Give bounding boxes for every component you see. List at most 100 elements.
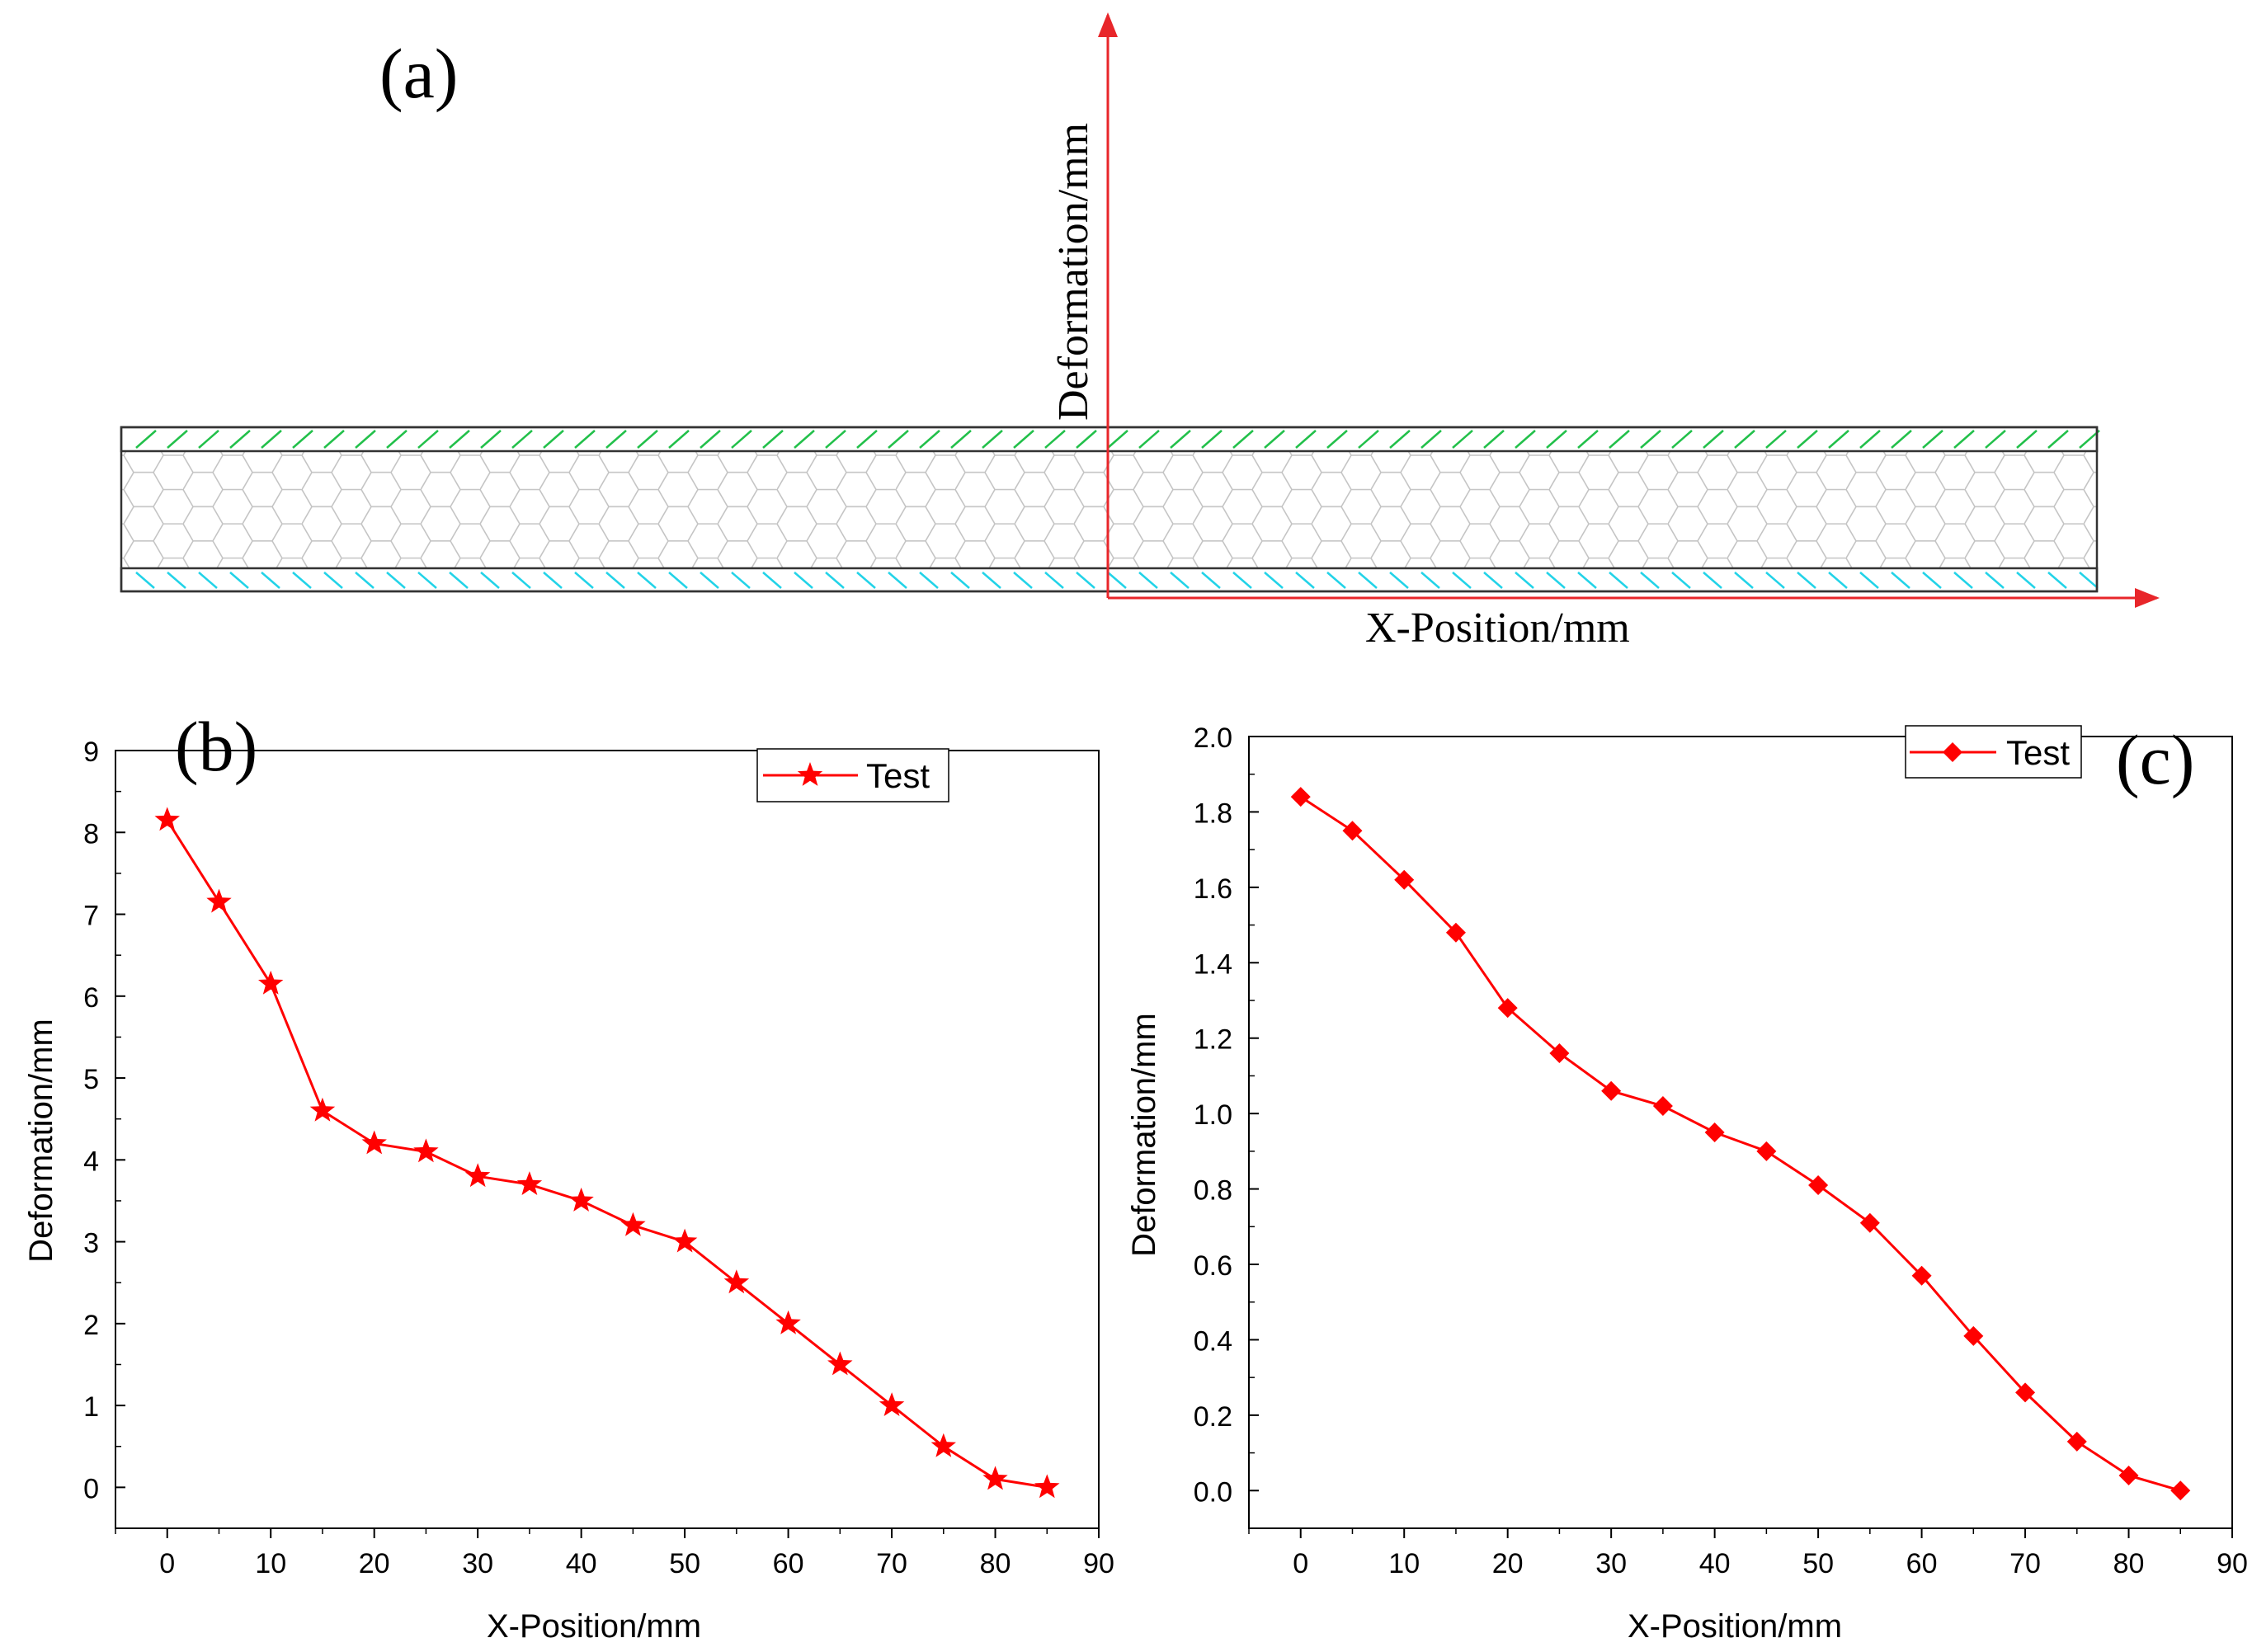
hatch-stroke	[605, 572, 625, 589]
hatch-stroke	[1609, 430, 1630, 449]
hatch-stroke	[1389, 430, 1411, 449]
x-axis-label: X-Position/mm	[1628, 1608, 1842, 1645]
x-tick-label: 90	[1083, 1548, 1114, 1579]
y-tick-label: 4	[83, 1146, 99, 1177]
hatch-stroke	[1577, 430, 1599, 449]
hatch-stroke	[1170, 572, 1190, 589]
hatch-stroke	[1044, 430, 1066, 449]
x-tick-label: 80	[2113, 1548, 2145, 1579]
series-markers-test	[1290, 787, 2191, 1501]
y-tick-label: 0	[83, 1473, 99, 1504]
panel-b-label: (b)	[175, 707, 257, 786]
hatch-stroke	[355, 572, 375, 589]
hatch-stroke	[261, 572, 280, 589]
hatch-stroke	[198, 430, 219, 449]
hatch-stroke	[888, 430, 909, 449]
hatch-stroke	[1640, 430, 1661, 449]
hatch-stroke	[417, 430, 439, 449]
diamond-marker	[1704, 1123, 1725, 1142]
legend-star-marker	[797, 762, 823, 786]
hatch-stroke	[1264, 430, 1285, 449]
x-tick-label: 20	[1492, 1548, 1524, 1579]
hatch-stroke	[1577, 572, 1597, 589]
hatch-stroke	[1295, 572, 1315, 589]
panel-a-schematic: (a) Deformation/mm X-Position/mm	[120, 12, 2160, 652]
hatch-stroke	[825, 572, 845, 589]
x-tick-label: 40	[1699, 1548, 1731, 1579]
star-marker	[930, 1433, 956, 1457]
series-line-test	[1299, 795, 2181, 1492]
y-tick-label: 9	[83, 737, 99, 768]
hatch-stroke	[1640, 572, 1660, 589]
hatch-stroke	[919, 572, 939, 589]
hatch-stroke	[1828, 572, 1848, 589]
hatch-stroke	[198, 572, 218, 589]
x-tick-label: 70	[2009, 1548, 2041, 1579]
hatch-stroke	[700, 572, 719, 589]
series-line-test	[166, 819, 1048, 1489]
x-tick-label: 10	[1388, 1548, 1420, 1579]
hatch-stroke	[1483, 572, 1503, 589]
hatch-stroke	[1953, 572, 1973, 589]
x-axis-label: X-Position/mm	[487, 1608, 701, 1645]
star-marker	[206, 888, 232, 913]
hatch-stroke	[135, 430, 157, 449]
hatch-stroke	[1420, 430, 1442, 449]
hatch-stroke	[1765, 430, 1787, 449]
hatch-stroke	[355, 430, 376, 449]
hatch-stroke	[2016, 430, 2038, 449]
legend: Test	[1905, 725, 2082, 779]
hatch-stroke	[1797, 572, 1816, 589]
diamond-marker	[1808, 1175, 1829, 1195]
star-marker	[723, 1269, 750, 1294]
hatch-stroke	[637, 430, 658, 449]
star-marker	[671, 1228, 698, 1253]
x-tick-label: 0	[159, 1548, 175, 1579]
hatch-stroke	[1264, 572, 1284, 589]
hatch-stroke	[1076, 430, 1097, 449]
x-tick-label: 10	[255, 1548, 286, 1579]
hatch-stroke	[1609, 572, 1628, 589]
panel-c-chart: 0.0 0.2 0.4 0.6 0.8 1.0 1.2 1.4 1.6 1.8 2.0 0 10 20 3…	[1126, 720, 2248, 1645]
panel-a-label: (a)	[379, 34, 458, 113]
star-marker	[775, 1310, 801, 1334]
plot-frame	[1248, 736, 2233, 1529]
hatch-stroke	[1891, 572, 1910, 589]
legend-diamond-marker	[1943, 742, 1962, 762]
y-tick-label: 2	[83, 1310, 99, 1341]
hatch-stroke	[323, 572, 343, 589]
y-axis-label: Deformation/mm	[23, 1019, 59, 1263]
star-marker	[309, 1097, 336, 1122]
hatch-stroke	[762, 572, 782, 589]
hatch-stroke	[794, 572, 813, 589]
y-tick-label: 1.2	[1194, 1024, 1232, 1056]
hatch-stroke	[856, 430, 878, 449]
hatch-stroke	[1358, 572, 1378, 589]
plot-frame	[115, 750, 1100, 1529]
hatch-stroke	[1546, 572, 1566, 589]
x-tick-label: 40	[566, 1548, 597, 1579]
diamond-marker	[1652, 1096, 1673, 1116]
hatch-stroke	[449, 572, 469, 589]
y-tick-label: 0.0	[1194, 1476, 1232, 1508]
hatch-stroke	[1044, 572, 1064, 589]
hatch-stroke	[167, 430, 188, 449]
diamond-marker	[2118, 1466, 2139, 1485]
diamond-marker	[1445, 922, 1466, 943]
y-tick-label: 6	[83, 982, 99, 1014]
y-tick-label: 1.8	[1194, 798, 1232, 829]
star-marker	[154, 807, 180, 831]
hatch-stroke	[762, 430, 784, 449]
hatch-stroke	[574, 572, 594, 589]
hatch-stroke	[1891, 430, 1912, 449]
diamond-marker	[1859, 1212, 1880, 1233]
top-face-hatch	[135, 430, 2100, 449]
x-tick-label: 0	[1293, 1548, 1308, 1579]
diamond-marker	[1549, 1043, 1570, 1063]
hatch-stroke	[888, 572, 907, 589]
hatch-stroke	[1013, 430, 1034, 449]
legend: Test	[756, 748, 949, 802]
star-marker	[982, 1466, 1008, 1490]
hatch-stroke	[1483, 430, 1505, 449]
hatch-stroke	[1765, 572, 1785, 589]
